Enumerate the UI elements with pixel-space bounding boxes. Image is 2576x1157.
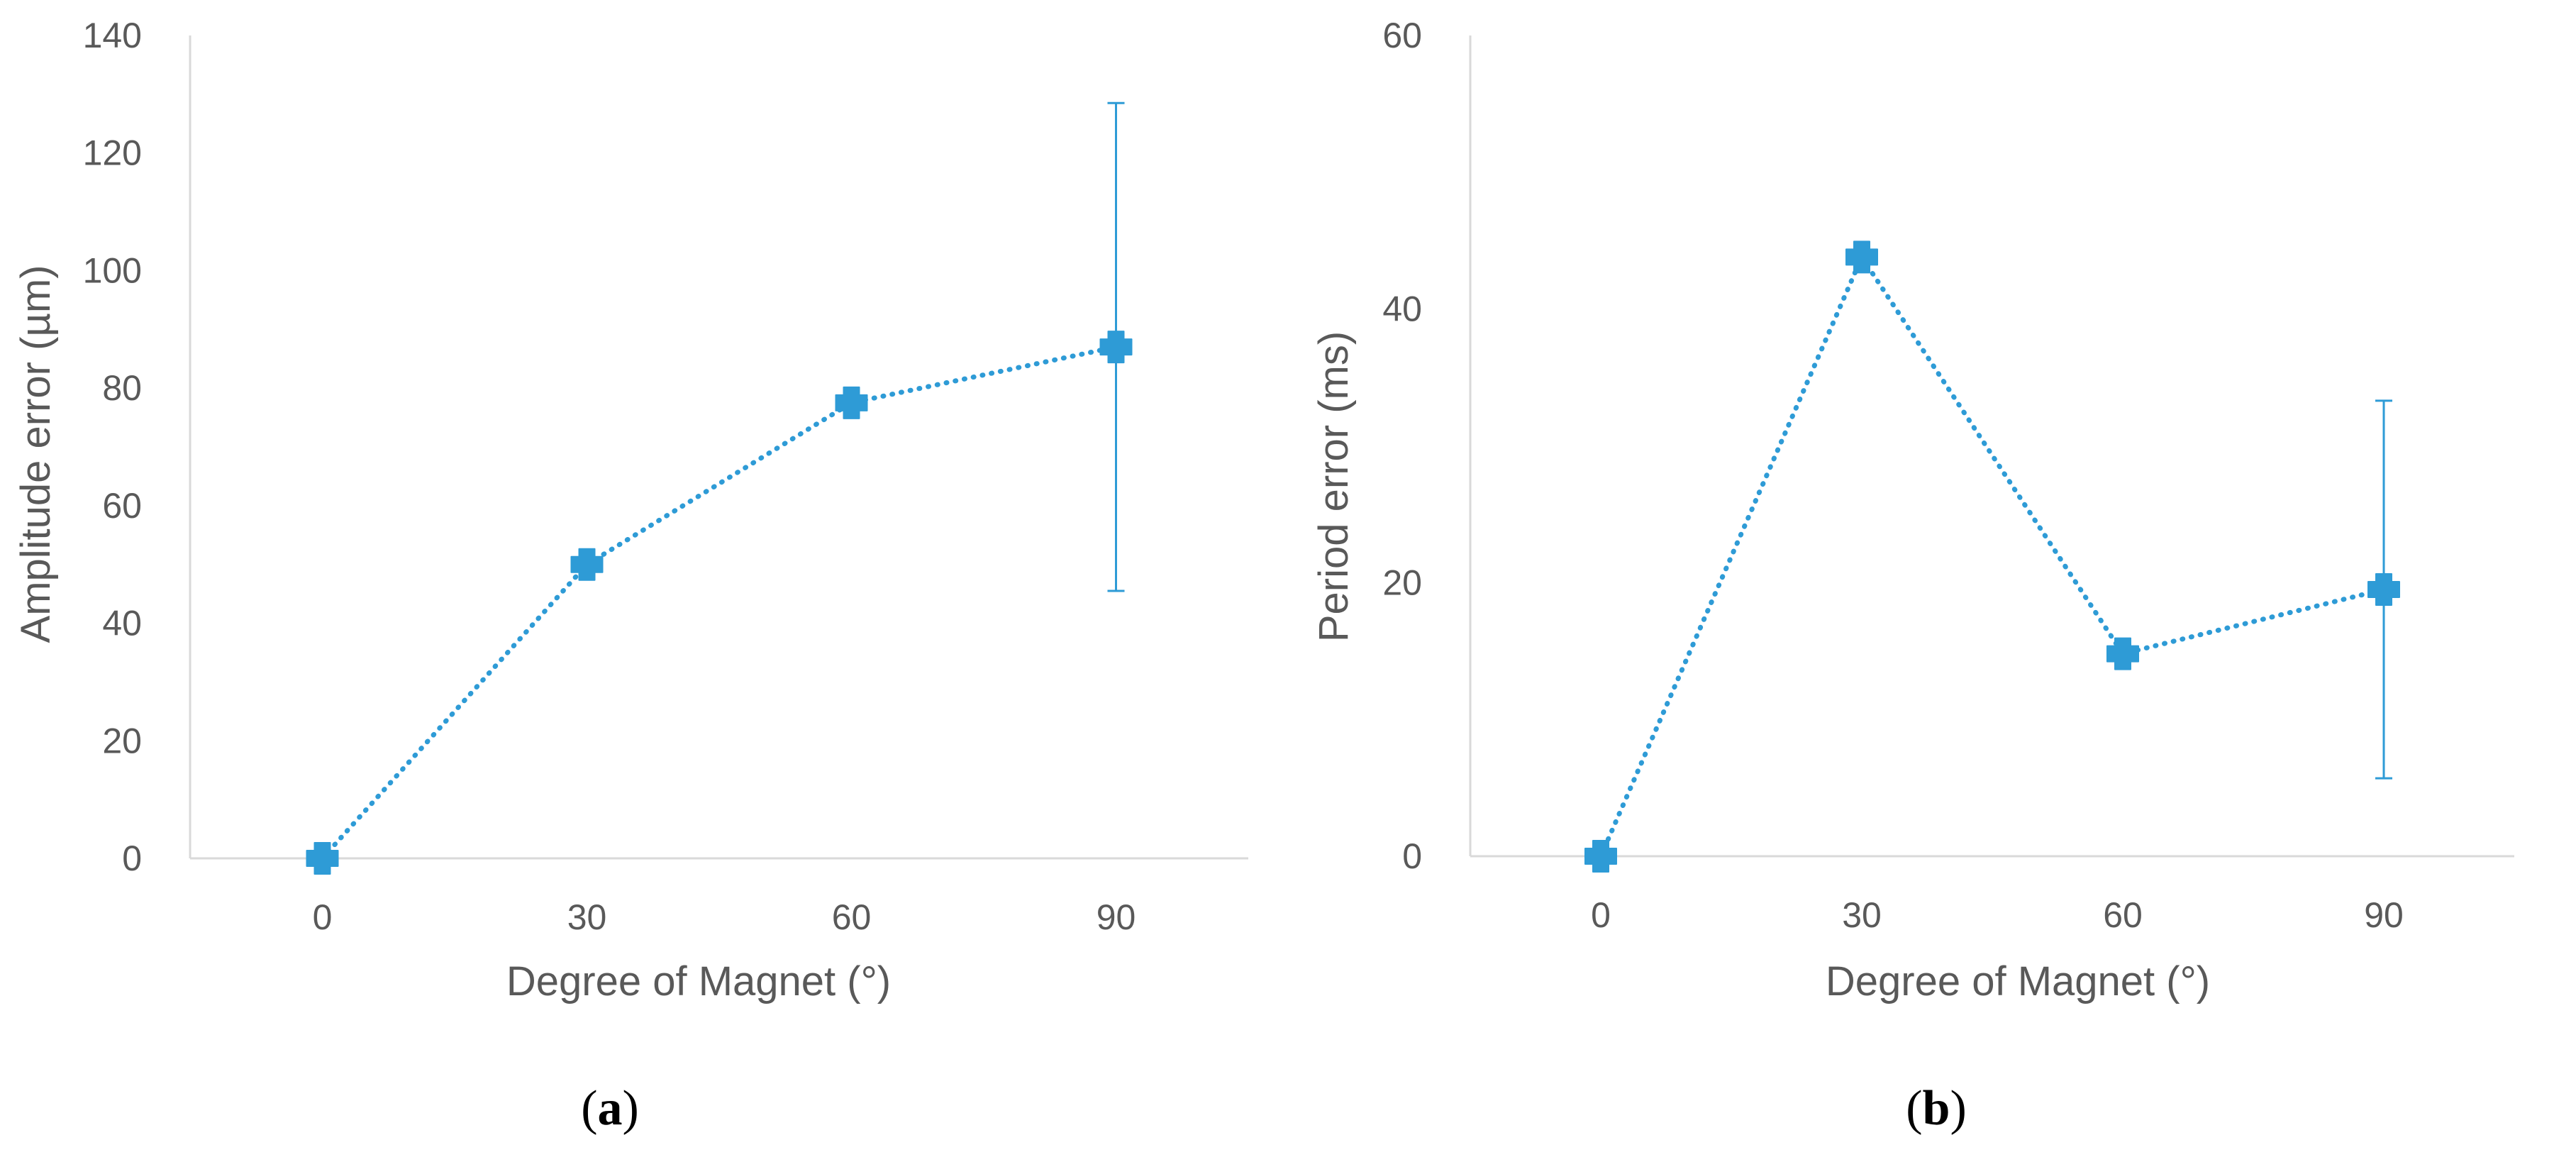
chart-a-xtick-label: 60 [832, 897, 872, 937]
chart-a-ytick-label: 100 [83, 250, 142, 290]
chart-a-ytick-label: 120 [83, 133, 142, 173]
chart-a-ytick-label: 80 [102, 368, 142, 408]
chart-a-xtick-label: 90 [1097, 897, 1136, 937]
chart-a-xtick-label: 0 [313, 897, 333, 937]
chart-b-ytick-label: 40 [1382, 289, 1422, 329]
chart-a-ytick-label: 0 [122, 838, 142, 878]
chart-b-xtick-label: 90 [2364, 895, 2404, 935]
chart-a-data-point [570, 548, 604, 581]
chart-a-xtitle: Degree of Magnet (°) [506, 958, 891, 1004]
chart-a-series-line [320, 344, 1118, 861]
chart-b-ytick-label: 0 [1402, 836, 1422, 876]
chart-a-ytick-label: 40 [102, 604, 142, 643]
chart-b-data-point [1845, 240, 1878, 274]
chart-a-ytitle: Amplitude error (µm) [13, 265, 59, 643]
chart-a-ytick-label: 20 [102, 721, 142, 760]
chart-a-ytick-label: 60 [102, 486, 142, 526]
chart-b-xtick-label: 0 [1591, 895, 1611, 935]
chart-b-data-point [2367, 572, 2400, 606]
chart-b-ytick-label: 60 [1382, 16, 1422, 55]
chart-a-data-point [306, 842, 339, 875]
panel-label-b: (b) [1906, 1081, 1967, 1136]
chart-a-xtick-label: 30 [567, 897, 607, 937]
panel-label-a: (a) [581, 1081, 639, 1136]
chart-b-data-point [1584, 840, 1617, 873]
chart-a-ytick-label: 140 [83, 16, 142, 55]
chart-b-data-point [2106, 637, 2139, 670]
chart-b-xtick-label: 60 [2103, 895, 2143, 935]
chart-b-series-line [1598, 252, 2387, 859]
chart-b-ytitle: Period error (ms) [1311, 331, 1357, 642]
chart-b: 0 20 40 60 0 30 60 90 [1382, 16, 2514, 935]
chart-b-xtick-label: 30 [1842, 895, 1882, 935]
chart-a-data-point [835, 386, 868, 419]
chart-b-ytick-label: 20 [1382, 563, 1422, 602]
chart-a-data-point [1099, 331, 1133, 364]
chart-b-xtitle: Degree of Magnet (°) [1826, 958, 2210, 1004]
chart-a: 0 20 40 60 80 100 120 140 0 30 60 90 [83, 16, 1248, 937]
